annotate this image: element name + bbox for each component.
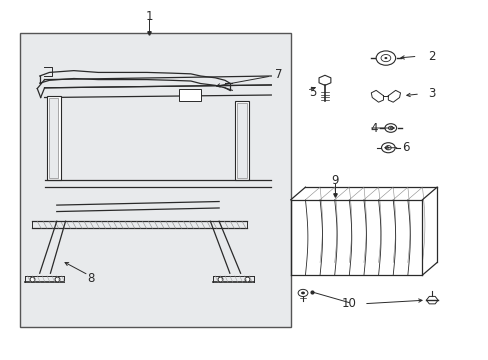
Text: 7: 7: [274, 68, 282, 81]
Bar: [47, 96, 61, 180]
Text: 2: 2: [427, 50, 435, 63]
Circle shape: [386, 147, 388, 148]
Text: 5: 5: [308, 86, 316, 99]
Text: 9: 9: [330, 174, 338, 186]
Bar: [234, 101, 249, 180]
Text: 8: 8: [87, 272, 94, 285]
Bar: [49, 98, 58, 178]
Bar: [178, 89, 200, 101]
Circle shape: [384, 57, 386, 59]
Circle shape: [301, 292, 305, 294]
Text: 4: 4: [369, 122, 377, 135]
Text: 6: 6: [401, 141, 408, 154]
Text: 1: 1: [145, 10, 153, 23]
Bar: [237, 103, 246, 178]
Text: 3: 3: [427, 87, 435, 100]
Circle shape: [389, 127, 391, 129]
Text: 10: 10: [341, 297, 356, 310]
Bar: [20, 33, 290, 327]
